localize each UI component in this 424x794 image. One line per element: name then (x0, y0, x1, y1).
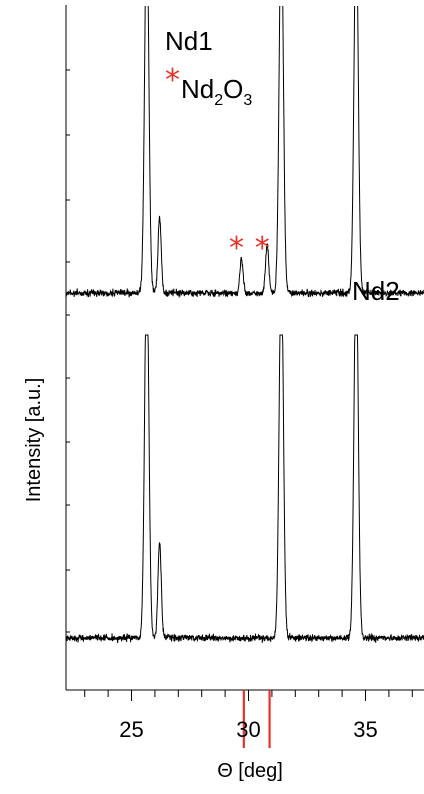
trace-nd2 (65, 334, 424, 644)
x-tick-label-0: 25 (119, 717, 143, 742)
x-tick-label-2: 35 (353, 717, 377, 742)
trace-nd1 (65, 0, 424, 298)
legend-sub-3: 3 (243, 92, 252, 109)
legend-sub-2: 2 (214, 92, 223, 109)
panel-label-nd1: Nd1 (165, 26, 213, 56)
traces: * * (65, 0, 424, 644)
legend-text-nd: Nd (181, 74, 214, 104)
reference-lines (242, 690, 271, 748)
x-axis-label: Θ [deg] (217, 760, 283, 782)
x-tick-label-1: 30 (236, 717, 260, 742)
labels: Nd1 * Nd2O3 Nd2 Intensity [a.u.] Θ [deg] (23, 26, 400, 782)
y-axis-label: Intensity [a.u.] (23, 378, 45, 503)
axes (65, 5, 424, 691)
marked-peak-star-0: * (229, 231, 244, 266)
x-ticks: 25 30 35 (84, 690, 413, 742)
top-mask (67, 0, 424, 6)
marked-peak-star-1: * (255, 231, 270, 266)
panel-label-nd2: Nd2 (352, 276, 400, 306)
legend-nd2o3: Nd2O3 (181, 74, 252, 109)
legend-star: * (165, 63, 180, 98)
legend-text-o: O (223, 74, 243, 104)
